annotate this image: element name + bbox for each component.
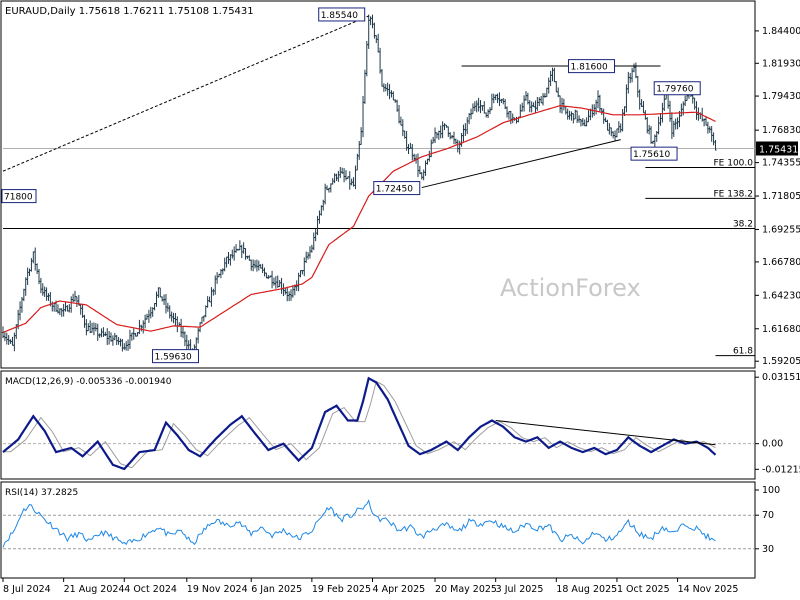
time-axis-label: 4 Oct 2024 [124,584,177,595]
rsi-label: RSI(14) 37.2825 [5,488,78,498]
annotation-label: 1.72450 [376,185,413,195]
macd-label: MACD(12,26,9) -0.005336 -0.001940 [5,377,172,387]
annotation-label: 71800 [4,193,33,203]
annotation-label: 1.81600 [571,63,608,73]
current-price-label: 1.75431 [759,144,798,155]
time-axis-label: 19 Nov 2024 [187,584,248,595]
price-panel [0,0,756,369]
rsi-line [2,499,716,548]
moving-average-line [2,104,716,333]
time-axis-label: 1 Oct 2025 [617,584,670,595]
level-label: FE 138.2 [714,189,754,199]
price-axis-label: 1.59205 [762,356,800,367]
annotation-box [1,189,37,204]
annotation-box [151,349,199,364]
rsi-axis-label: 70 [762,510,774,521]
time-axis-label: 19 Feb 2025 [312,584,371,595]
level-label: FE 100.0 [714,159,754,169]
price-axis-label: 1.64230 [762,290,800,301]
ohlc-bar [714,139,717,151]
time-axis-label: 4 Apr 2025 [373,584,426,595]
annotation-label: 1.85540 [321,11,358,21]
level-label: 38.2 [733,219,753,229]
watermark: ActionForex [500,274,641,302]
annotation-box [373,181,421,196]
macd-axis-label: -0.012158 [762,464,800,475]
axis-layer: 1.84400 1.81930 1.79430 1.76830 1.74355 1.718… [2,26,800,595]
price-axis-label: 1.61680 [762,324,800,335]
price-axis-label: 1.81930 [762,58,800,69]
price-axis-label: 1.66780 [762,257,800,268]
macd-line [2,376,717,471]
price-axis-label: 1.79430 [762,91,800,102]
annotation-label: 1.79760 [656,85,693,95]
macd-axis-label: 0.00 [762,439,783,450]
time-axis-label: 18 Aug 2025 [556,584,617,595]
time-axis-label: 6 Jan 2025 [251,584,302,595]
annotation-box [630,146,678,161]
price-axis-label: 1.71805 [762,191,800,202]
time-axis-label: 21 Aug 2024 [64,584,125,595]
price-axis-label: 1.69255 [762,224,800,235]
macd-panel [0,370,756,480]
time-axis-label: 20 May 2025 [435,584,497,595]
price-axis-label: 1.74355 [762,158,800,169]
rsi-axis-label: 30 [762,544,774,555]
annotation-label: 1.59630 [154,353,191,363]
macd-axis-label: 0.03151 [762,372,800,383]
current-price-box [756,141,798,156]
trendline [2,15,369,172]
annotation-box [568,59,616,74]
rsi-layer [2,499,755,550]
trendline [421,139,621,189]
macd-trendline [495,419,716,446]
annotation-box [318,7,366,22]
symbol-header: EURAUD,Daily 1.75618 1.76211 1.75108 1.7… [5,6,254,17]
macd-layer [2,376,755,471]
rsi-panel [0,481,756,579]
time-axis-label: 3 Jul 2025 [496,584,544,595]
time-axis-label: 8 Jul 2024 [3,584,51,595]
level-label: 61.8 [733,347,753,357]
annotation-label: 1.75610 [633,150,670,160]
price-axis-label: 1.84400 [762,26,800,37]
price-layer: FE 100.0 FE 138.2 38.2 61.8 1.85540 1.81600 1.… [1,7,755,364]
price-axis-label: 1.76830 [762,125,800,136]
rsi-axis-label: 100 [762,485,780,496]
annotation-box [653,81,701,96]
time-axis-label: 14 Nov 2025 [678,584,739,595]
